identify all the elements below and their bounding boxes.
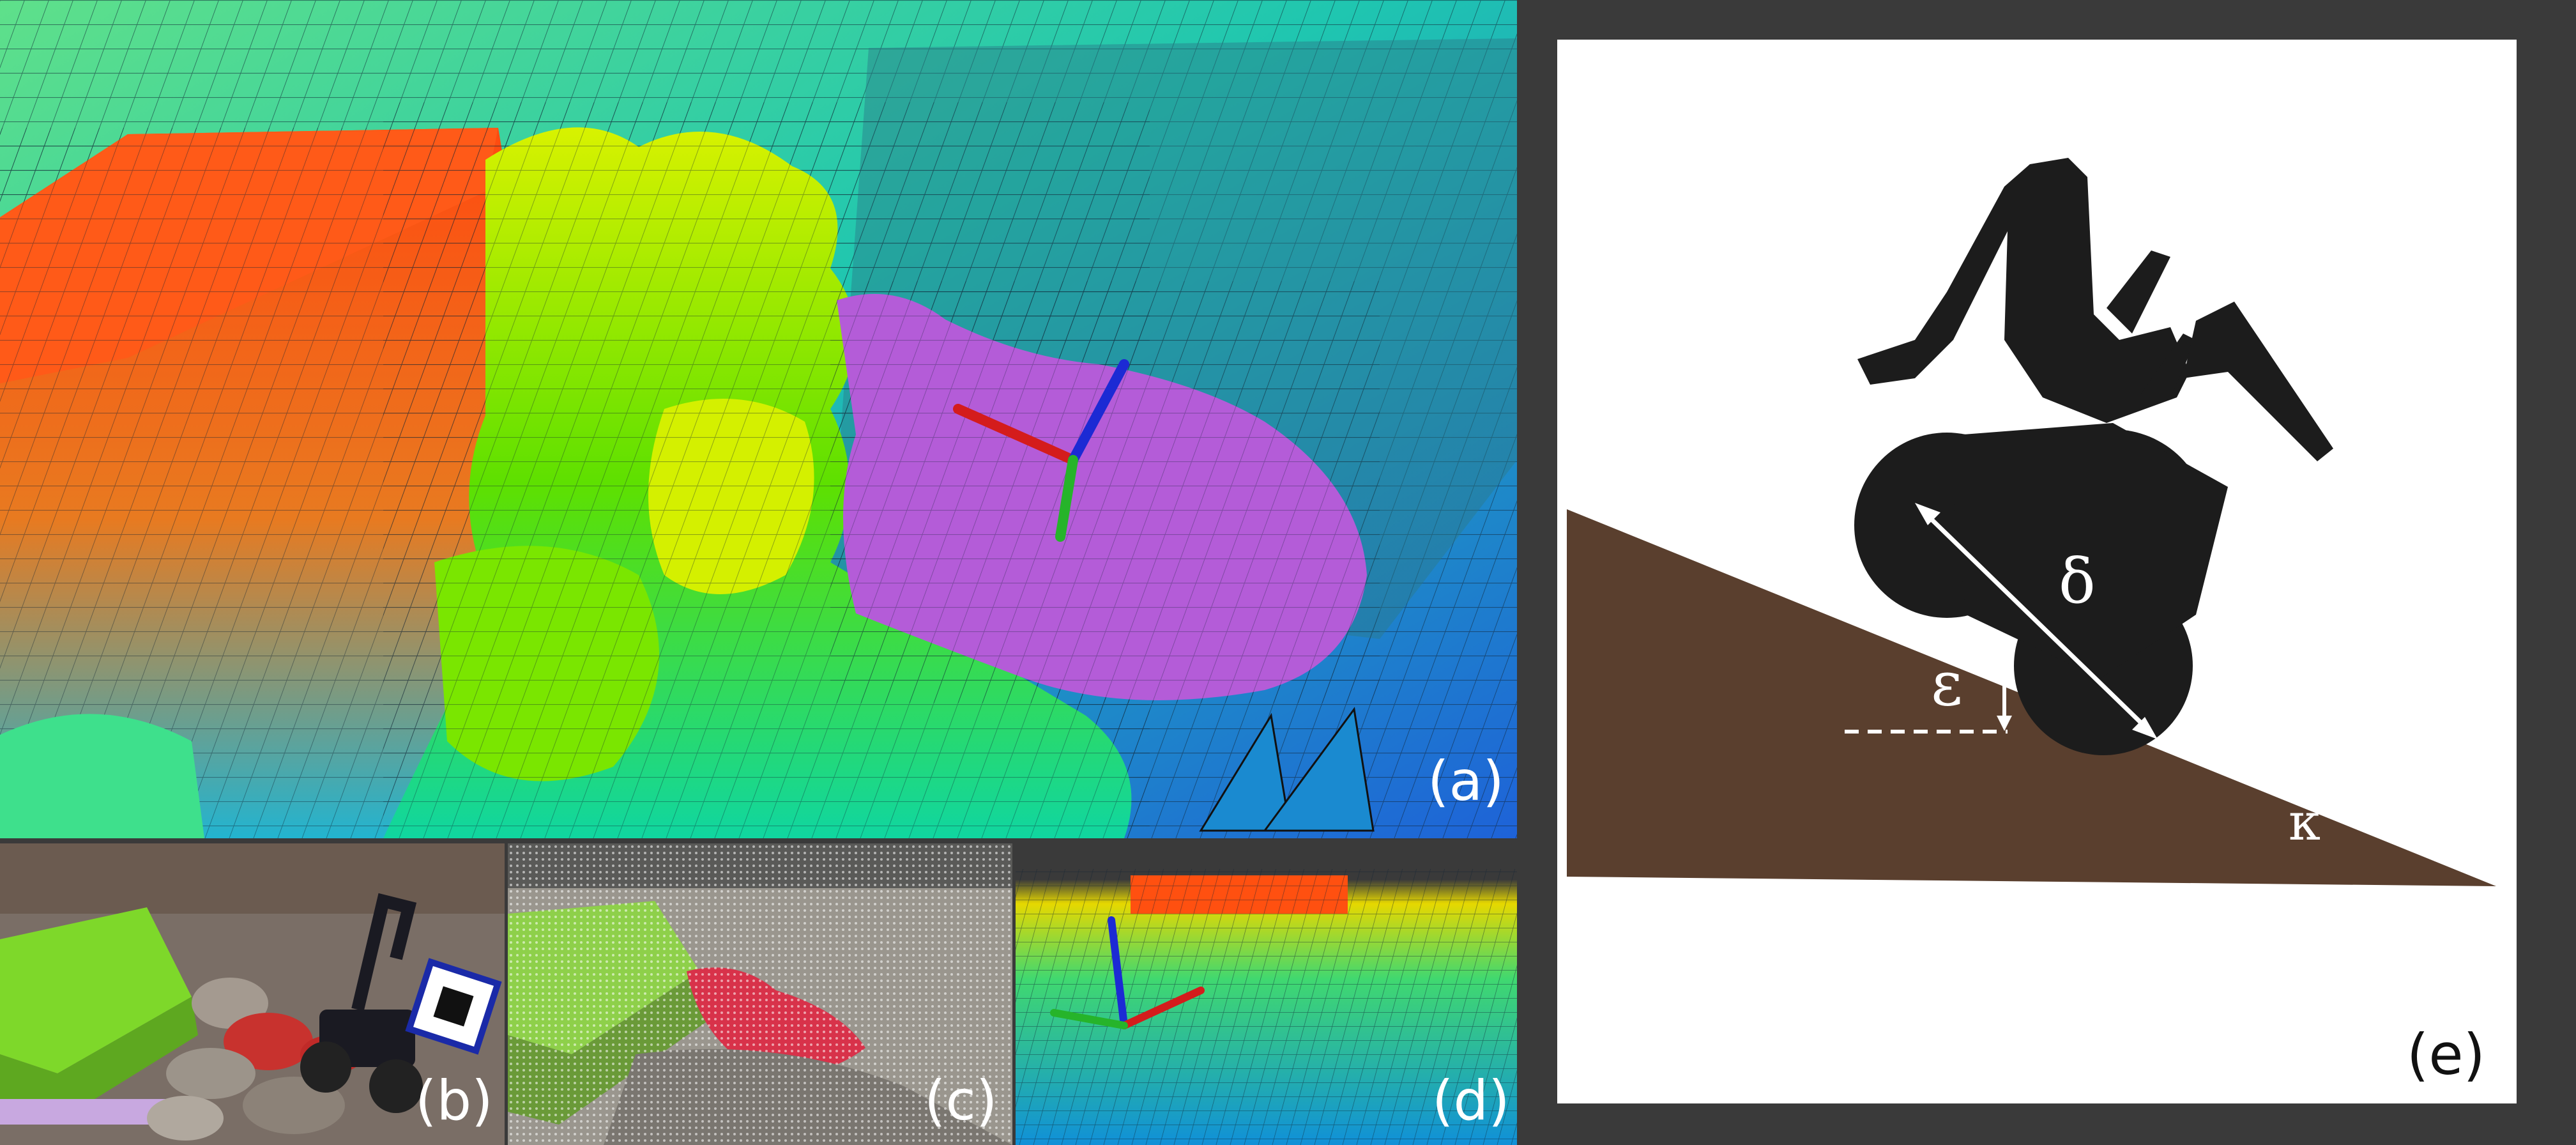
kappa-symbol: κ xyxy=(2289,792,2321,852)
wheel-diameter-arrow xyxy=(1915,503,2158,739)
step-height-arrow xyxy=(1997,647,2012,731)
delta-symbol: δ xyxy=(2059,546,2096,617)
slope-diagram xyxy=(1567,158,2496,886)
x-axis-marker xyxy=(953,404,1078,465)
slope-diagram-panel: δ ε κ (e) xyxy=(1557,40,2517,1103)
panel-label-e: (e) xyxy=(2407,1022,2485,1087)
robot-silhouette xyxy=(1854,158,2333,755)
robot-photo xyxy=(0,843,505,1145)
point-cloud-render xyxy=(508,843,1012,1145)
small-elevation-map-panel: (d) xyxy=(1016,843,1517,1145)
elevation-map-panel: (a) xyxy=(0,0,1517,838)
green-block xyxy=(0,907,192,1073)
point-cloud-panel: (c) xyxy=(508,843,1012,1145)
panel-label-c: (c) xyxy=(924,1069,998,1133)
robot-body xyxy=(300,893,502,1113)
epsilon-symbol: ε xyxy=(1931,648,1963,719)
elevation-map-render xyxy=(0,0,1517,838)
panel-label-b: (b) xyxy=(415,1069,493,1133)
small-elevation-render xyxy=(1016,843,1517,1145)
z-axis-marker xyxy=(1068,359,1129,465)
photo-panel: (b) xyxy=(0,843,505,1145)
panel-label-d: (d) xyxy=(1432,1069,1510,1133)
panel-label-a: (a) xyxy=(1428,749,1504,813)
y-axis-marker xyxy=(1055,455,1078,542)
